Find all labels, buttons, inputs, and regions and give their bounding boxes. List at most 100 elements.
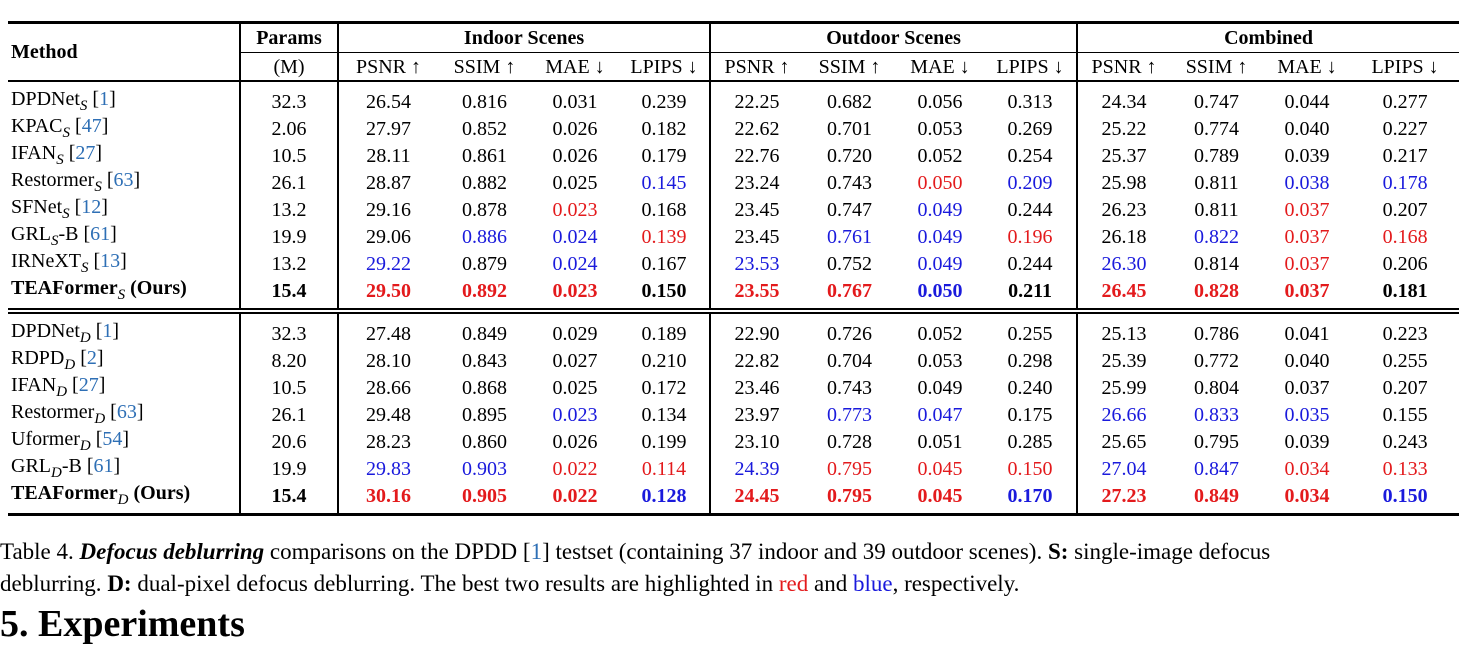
- method-name: RDPDD [2]: [11, 347, 104, 373]
- metric-value: 0.026: [552, 144, 598, 167]
- metric-value: 0.047: [917, 403, 963, 426]
- citation-link[interactable]: 47: [81, 115, 102, 137]
- metric-value: 0.905: [438, 482, 531, 516]
- citation-link[interactable]: 63: [116, 401, 137, 423]
- method-name: TEAFormerD (Ours): [8, 482, 240, 516]
- metric-value: 0.139: [641, 225, 687, 248]
- metric-value: 29.16: [337, 196, 438, 223]
- metric-value: 0.852: [462, 117, 507, 140]
- metric-value: 23.53: [709, 250, 804, 277]
- metric-value: 0.168: [641, 198, 687, 221]
- metric-value: 0.903: [462, 457, 507, 480]
- metric-value: 0.701: [827, 117, 873, 140]
- citation-link[interactable]: 63: [113, 169, 134, 191]
- metric-value: 26.54: [337, 81, 438, 115]
- method-suffix: -B: [58, 223, 79, 245]
- table-row: KPACS [47] 2.06 27.97 0.852 0.026 0.182 22.62 0…: [8, 115, 1459, 142]
- metric-value: 0.025: [552, 171, 598, 194]
- table-row: RestormerS [63] 26.1 28.87 0.882 0.025 0.145 2…: [8, 169, 1459, 196]
- metric-value: 0.040: [1284, 117, 1330, 140]
- section-heading: 5. Experiments: [0, 603, 245, 645]
- metric-value: 0.022: [552, 457, 598, 480]
- metric-value: 23.24: [709, 169, 804, 196]
- method-name: UformerD [54]: [11, 428, 130, 454]
- metric-value: 0.210: [641, 349, 687, 372]
- metric-value: 0.255: [1382, 349, 1428, 372]
- method-label: RDPD: [11, 347, 65, 369]
- citation-link[interactable]: 27: [75, 142, 96, 164]
- caption-citation[interactable]: 1: [530, 539, 543, 564]
- metric-value: 0.682: [827, 90, 873, 113]
- method-label: IFAN: [11, 374, 57, 396]
- metric-value: 0.049: [917, 252, 963, 275]
- results-table: Method Params Indoor Scenes Outdoor Scen…: [8, 21, 1460, 516]
- metric-value: 0.050: [917, 171, 963, 194]
- metric-value: 22.82: [709, 347, 804, 374]
- metric-value: 0.053: [917, 117, 963, 140]
- metric-value: 23.55: [709, 277, 804, 314]
- caption-red-word: red: [778, 571, 809, 596]
- metric-header: MAE ↓: [531, 52, 619, 82]
- metric-value: 0.833: [1194, 403, 1240, 426]
- metric-value: 29.06: [337, 223, 438, 250]
- metric-value: 0.052: [917, 322, 963, 345]
- metric-value: 0.207: [1382, 376, 1428, 399]
- metric-value: 0.804: [1194, 376, 1240, 399]
- table-row: DPDNetS [1] 32.3 26.54 0.816 0.031 0.239 22.25…: [8, 81, 1459, 115]
- caption-line-2: deblurring. D: dual-pixel defocus deblur…: [0, 568, 1467, 600]
- method-subscript: D: [79, 330, 91, 346]
- citation-link[interactable]: 54: [102, 428, 123, 450]
- caption-label: Table 4.: [0, 539, 74, 564]
- table-row: DPDNetD [1] 32.3 27.48 0.849 0.029 0.189 22.90…: [8, 311, 1459, 347]
- method-subscript: D: [94, 411, 106, 427]
- metric-value: 23.45: [709, 223, 804, 250]
- metric-value: 0.860: [462, 430, 507, 453]
- metric-value: 0.035: [1284, 403, 1330, 426]
- metric-value: 0.039: [1284, 144, 1330, 167]
- citation-link[interactable]: 27: [78, 374, 99, 396]
- metric-value: 0.243: [1382, 430, 1428, 453]
- metric-value: 0.155: [1382, 403, 1428, 426]
- metric-value: 30.16: [337, 482, 438, 516]
- metric-value: 0.049: [917, 198, 963, 221]
- metric-value: 23.46: [709, 374, 804, 401]
- method-label: SFNet: [11, 196, 63, 218]
- metric-value: 0.795: [827, 457, 873, 480]
- metric-value: 24.45: [709, 482, 804, 516]
- metric-value: 0.277: [1382, 90, 1428, 113]
- metric-value: 0.774: [1194, 117, 1240, 140]
- table-row: GRLS-B [61] 19.9 29.06 0.886 0.024 0.139 23.45…: [8, 223, 1459, 250]
- metric-value: 0.822: [1194, 225, 1240, 248]
- metric-value: 0.728: [827, 430, 873, 453]
- citation-link[interactable]: 61: [90, 223, 111, 245]
- method-name: GRLS-B [61]: [11, 223, 117, 249]
- method-label: GRL: [11, 223, 51, 245]
- metric-value: 0.244: [1007, 252, 1053, 275]
- metric-value: 0.029: [552, 322, 598, 345]
- metric-value: 29.83: [337, 455, 438, 482]
- citation-link[interactable]: 1: [99, 88, 110, 110]
- citation-link[interactable]: 2: [86, 347, 97, 369]
- params-value: 10.5: [239, 142, 338, 169]
- metric-value: 28.10: [337, 347, 438, 374]
- metric-value: 0.892: [438, 277, 531, 314]
- metric-header: MAE ↓: [1263, 52, 1352, 82]
- method-name: GRLD-B [61]: [11, 455, 121, 481]
- citation-link[interactable]: 13: [100, 250, 121, 272]
- params-value: 15.4: [239, 277, 338, 314]
- metric-value: 0.023: [552, 403, 598, 426]
- citation-link[interactable]: 61: [93, 455, 114, 477]
- metric-value: 0.747: [1194, 90, 1240, 113]
- method-label: DPDNet: [11, 88, 80, 110]
- params-value: 13.2: [239, 250, 338, 277]
- citation-link[interactable]: 12: [81, 196, 102, 218]
- metric-value: 25.22: [1076, 115, 1171, 142]
- table-row: TEAFormerS (Ours) 15.4 29.50 0.892 0.023 0.15…: [8, 277, 1460, 314]
- params-value: 32.3: [239, 311, 338, 347]
- group-header-indoor: Indoor Scenes: [336, 21, 711, 53]
- metric-value: 0.878: [462, 198, 507, 221]
- params-value: 13.2: [239, 196, 338, 223]
- citation-link[interactable]: 1: [102, 320, 113, 342]
- metric-value: 25.13: [1076, 311, 1171, 347]
- params-value: 19.9: [239, 455, 338, 482]
